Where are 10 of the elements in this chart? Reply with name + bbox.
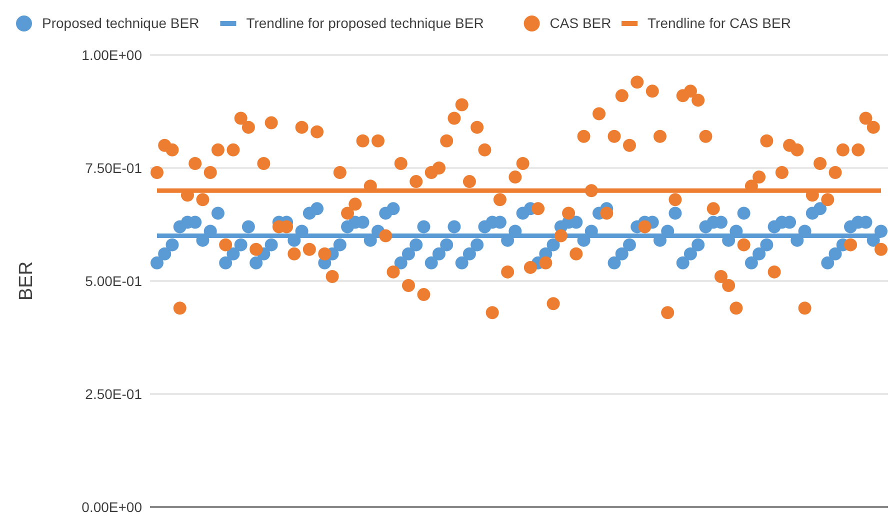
y-tick-label: 1.00E+00 — [82, 47, 142, 63]
legend-label: Proposed technique BER — [42, 15, 200, 31]
legend-label: Trendline for CAS BER — [648, 15, 791, 31]
y-tick-label: 2.50E-01 — [85, 386, 142, 402]
y-tick-label: 5.00E-01 — [85, 273, 142, 289]
y-tick-label: 7.50E-01 — [85, 160, 142, 176]
y-tick-label: 0.00E+00 — [82, 499, 142, 515]
y-axis-title: BER — [16, 261, 37, 301]
legend-label: Trendline for proposed technique BER — [246, 15, 484, 31]
legend-label: CAS BER — [550, 15, 612, 31]
